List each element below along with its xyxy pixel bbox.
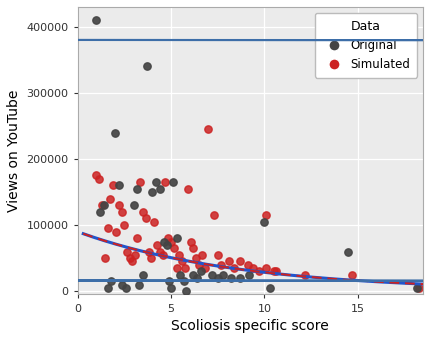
Point (345, 249, 352, 254)
Point (416, 285, 423, 291)
Point (181, 278, 187, 284)
Point (173, 265, 180, 271)
Point (107, 196, 114, 201)
Point (250, 265, 257, 271)
Point (140, 272, 147, 277)
Point (263, 265, 270, 271)
Point (168, 239, 175, 244)
Point (181, 265, 188, 271)
Point (176, 252, 183, 257)
Point (113, 229, 120, 234)
Point (173, 236, 180, 241)
Point (159, 252, 166, 257)
Point (246, 272, 253, 277)
Point (115, 203, 122, 208)
Point (211, 212, 218, 218)
Legend: Original, Simulated: Original, Simulated (315, 13, 417, 78)
Point (170, 245, 177, 251)
Point (157, 249, 163, 254)
Point (261, 219, 268, 224)
Point (157, 186, 163, 191)
Point (164, 242, 171, 248)
Y-axis label: Views on YouTube: Views on YouTube (7, 89, 21, 212)
Point (169, 180, 176, 185)
Point (131, 252, 138, 257)
Point (272, 269, 279, 274)
Point (142, 216, 149, 221)
Point (220, 272, 227, 277)
Point (126, 255, 133, 261)
Point (129, 259, 135, 264)
Point (193, 255, 200, 261)
X-axis label: Scoliosis specific score: Scoliosis specific score (172, 319, 329, 333)
Point (134, 236, 141, 241)
Point (190, 272, 197, 277)
Point (153, 180, 160, 185)
Point (267, 285, 273, 291)
Point (165, 236, 172, 241)
Point (110, 183, 117, 188)
Point (96, 176, 103, 182)
Point (414, 285, 421, 291)
Point (302, 272, 309, 277)
Point (237, 275, 243, 280)
Point (197, 269, 204, 274)
Point (93, 173, 100, 178)
Point (154, 242, 160, 248)
Point (137, 180, 144, 185)
Point (244, 262, 251, 268)
Point (145, 249, 152, 254)
Point (166, 278, 172, 284)
Point (194, 275, 200, 280)
Point (205, 126, 212, 132)
Point (214, 252, 221, 257)
Point (190, 245, 197, 251)
Point (162, 180, 169, 185)
Point (218, 262, 225, 268)
Point (227, 275, 234, 280)
Point (168, 285, 175, 291)
Point (136, 282, 143, 287)
Point (100, 203, 107, 208)
Point (182, 288, 189, 294)
Point (255, 269, 262, 274)
Point (187, 239, 194, 244)
Point (93, 17, 100, 23)
Point (115, 183, 122, 188)
Point (184, 186, 191, 191)
Point (209, 272, 215, 277)
Point (198, 252, 205, 257)
Point (225, 259, 232, 264)
Point (140, 209, 147, 215)
Point (118, 209, 125, 215)
Point (237, 259, 243, 264)
Point (108, 278, 115, 284)
Point (111, 130, 118, 135)
Point (121, 222, 128, 228)
Point (214, 275, 221, 280)
Point (270, 269, 277, 274)
Point (134, 186, 141, 191)
Point (98, 203, 105, 208)
Point (149, 189, 156, 195)
Point (124, 249, 131, 254)
Point (130, 203, 137, 208)
Point (123, 285, 129, 291)
Point (201, 265, 208, 271)
Point (263, 212, 270, 218)
Point (179, 259, 186, 264)
Point (148, 255, 155, 261)
Point (177, 272, 184, 277)
Point (104, 285, 111, 291)
Point (160, 239, 167, 244)
Point (104, 226, 111, 231)
Point (97, 209, 104, 215)
Point (231, 265, 238, 271)
Point (151, 219, 158, 224)
Point (143, 64, 150, 69)
Point (101, 255, 108, 261)
Point (349, 272, 356, 277)
Point (196, 262, 203, 268)
Point (119, 282, 126, 287)
